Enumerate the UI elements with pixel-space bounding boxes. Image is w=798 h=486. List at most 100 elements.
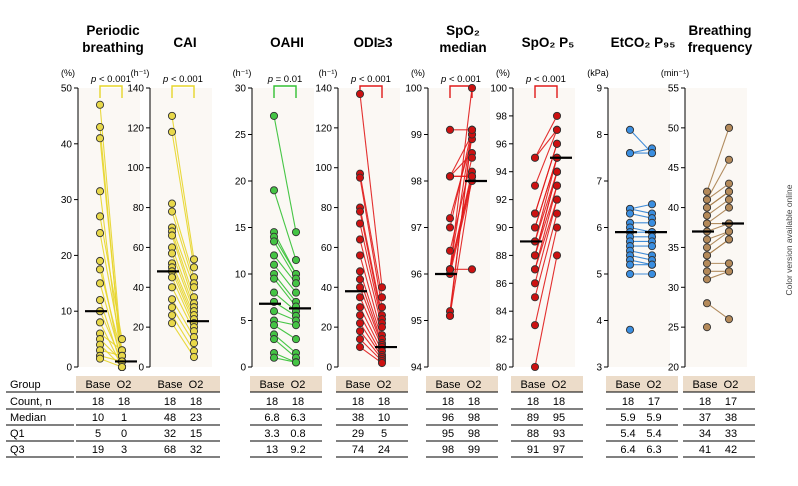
data-point-base — [167, 303, 177, 312]
y-tick-label: 20 — [61, 251, 73, 262]
data-point-base — [702, 251, 712, 260]
y-tick-label: 0 — [66, 363, 72, 374]
data-point-o2 — [467, 83, 477, 93]
table-value: 17 — [725, 396, 737, 408]
y-tick-label: 50 — [668, 123, 680, 134]
group-label: Base — [520, 379, 545, 391]
data-point-o2 — [647, 218, 657, 227]
data-point-o2 — [377, 323, 387, 332]
data-point-o2 — [291, 279, 301, 288]
data-point-o2 — [724, 315, 734, 324]
group-label: O2 — [291, 379, 306, 391]
pair-line — [449, 87, 473, 270]
data-point-base — [625, 269, 635, 279]
significance-bracket — [273, 85, 297, 98]
pair-line — [706, 239, 730, 256]
plot-area — [608, 88, 670, 367]
y-unit: (min⁻¹) — [661, 68, 689, 78]
y-tick-label: 97 — [411, 223, 423, 234]
y-tick-label: 80 — [133, 203, 145, 214]
y-tick-label: 84 — [496, 307, 508, 318]
pair-line — [99, 283, 123, 362]
pair-line — [706, 207, 730, 224]
significance-bracket — [534, 85, 558, 98]
data-point-o2 — [724, 123, 734, 132]
data-point-o2 — [291, 335, 301, 344]
pair-line — [99, 344, 123, 368]
y-tick-label: 98 — [411, 177, 423, 188]
pair-line — [273, 324, 297, 340]
table-header-cell — [683, 376, 755, 392]
p-value-label: p < 0.001 — [525, 74, 566, 85]
y-tick-label: 50 — [61, 84, 73, 95]
pair-line — [171, 314, 195, 352]
table-value: 3.3 — [264, 428, 279, 440]
row-label: Count, n — [10, 396, 52, 408]
y-tick-label: 10 — [235, 270, 247, 281]
y-tick-label: 4 — [596, 316, 602, 327]
table-value: 0 — [121, 428, 127, 440]
panel-title: median — [439, 40, 486, 55]
y-tick-label: 100 — [315, 163, 332, 174]
data-point-base — [355, 267, 365, 276]
data-point-o2 — [117, 362, 127, 372]
data-point-o2 — [647, 269, 657, 279]
data-point-base — [445, 311, 455, 320]
y-tick-label: 9 — [596, 84, 602, 95]
panel-7: EtCO₂ P₉₅ (kPa) 3 4 5 6 7 8 9 — [587, 35, 675, 374]
pair-line — [706, 127, 730, 192]
panel-title: SpO₂ P₅ — [522, 35, 575, 50]
data-point-base — [167, 319, 177, 328]
group-label: Base — [615, 379, 640, 391]
y-tick-label: 7 — [596, 177, 602, 188]
data-point-base — [445, 223, 455, 232]
y-unit: (kPa) — [587, 68, 609, 78]
table-value: 5.4 — [620, 428, 635, 440]
pair-line — [706, 302, 730, 320]
table-header-cell — [426, 376, 498, 392]
data-point-base — [269, 274, 279, 283]
p-value-label: p < 0.001 — [350, 74, 391, 85]
pair-line — [273, 190, 297, 261]
pair-line — [99, 232, 123, 351]
panel-title: breathing — [82, 40, 144, 55]
data-point-o2 — [647, 149, 657, 158]
y-tick-label: 20 — [668, 363, 680, 374]
y-tick-label: 8 — [596, 130, 602, 141]
table-value: 0.8 — [290, 428, 305, 440]
data-point-base — [167, 207, 177, 216]
pair-line — [171, 211, 195, 284]
group-label: O2 — [467, 379, 482, 391]
data-point-base — [530, 181, 540, 190]
p-value-label: p < 0.001 — [90, 74, 131, 85]
y-tick-label: 120 — [315, 123, 332, 134]
y-tick-label: 5 — [240, 316, 246, 327]
table-value: 32 — [164, 428, 176, 440]
y-tick-label: 10 — [61, 307, 73, 318]
panel-2: CAI (h⁻¹) 0 20 40 60 80 100 120 140 p < 0.001 — [127, 35, 212, 374]
data-point-o2 — [467, 125, 477, 134]
pair-line — [359, 279, 383, 344]
y-unit: (h⁻¹) — [233, 68, 252, 78]
data-point-o2 — [552, 125, 562, 134]
data-point-o2 — [467, 172, 477, 181]
table-value: 89 — [527, 412, 539, 424]
data-point-base — [355, 283, 365, 292]
y-unit: (h⁻¹) — [131, 68, 150, 78]
data-point-base — [355, 207, 365, 216]
y-tick-label: 20 — [321, 323, 333, 334]
data-point-base — [167, 249, 177, 258]
table-value: 96 — [442, 412, 454, 424]
data-point-o2 — [552, 223, 562, 232]
data-point-o2 — [189, 339, 199, 348]
data-point-o2 — [552, 251, 562, 260]
data-point-base — [702, 187, 712, 196]
y-tick-label: 88 — [496, 251, 508, 262]
data-point-base — [625, 209, 635, 218]
data-point-base — [530, 153, 540, 162]
data-point-o2 — [724, 259, 734, 268]
y-tick-label: 96 — [411, 270, 423, 281]
table-value: 6.4 — [620, 444, 635, 456]
